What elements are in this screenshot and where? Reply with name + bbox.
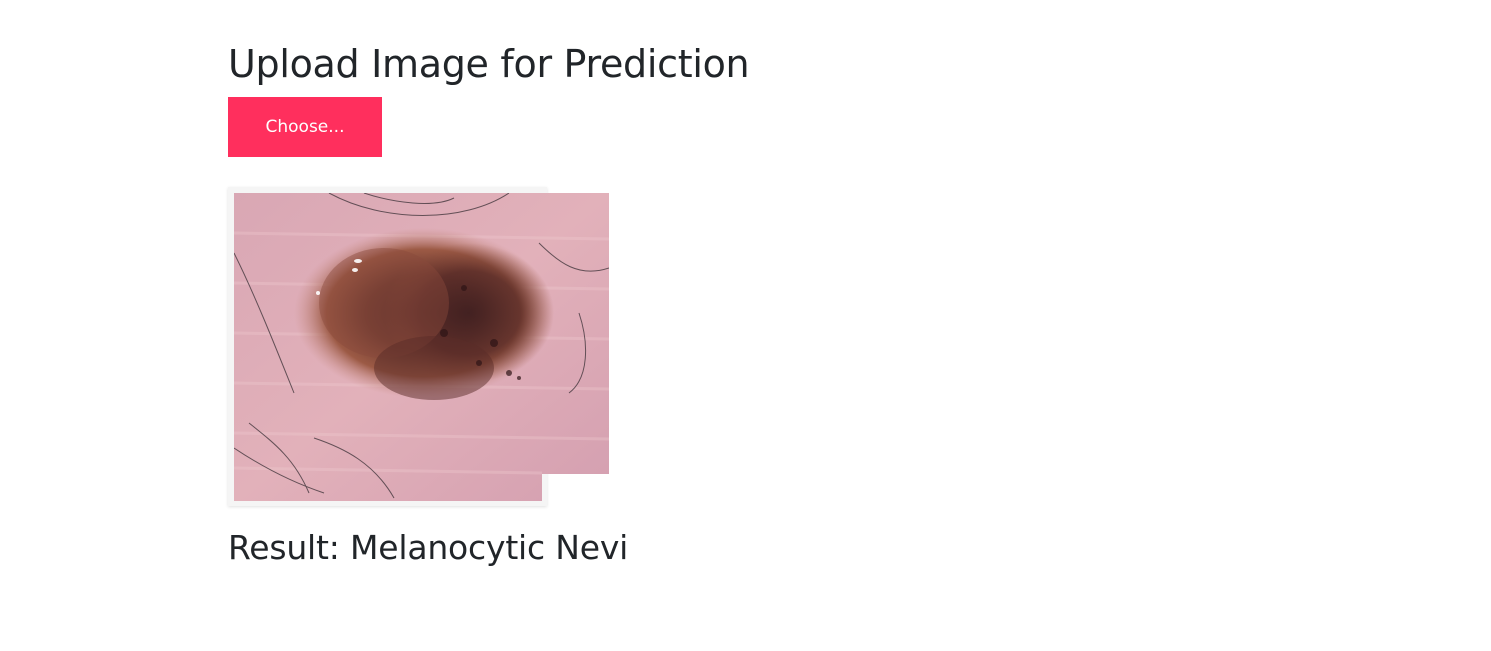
image-preview-frame	[228, 187, 609, 506]
uploaded-lesion-image	[234, 193, 609, 501]
page-title: Upload Image for Prediction	[228, 42, 750, 86]
prediction-result: Result: Melanocytic Nevi	[228, 528, 629, 567]
choose-file-button[interactable]: Choose...	[228, 97, 382, 157]
